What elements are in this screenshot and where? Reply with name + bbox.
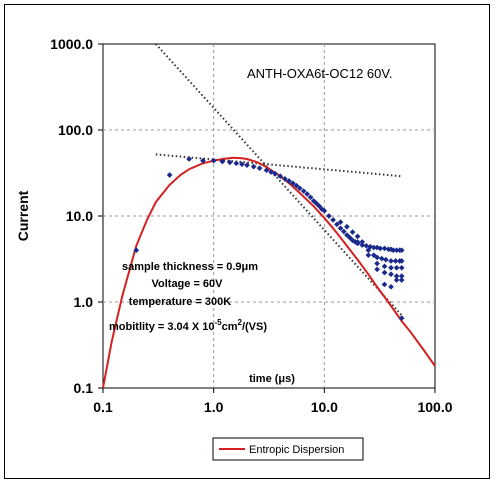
data-point [377,245,384,252]
data-point [390,247,397,254]
data-point [381,269,388,276]
legend-label-entropic-dispersion: Entropic Dispersion [249,444,344,456]
data-point [166,172,173,178]
data-point [340,228,347,235]
annotation-thickness: sample thickness = 0.9μm [122,261,258,273]
mobility-exp2: 2 [238,318,243,327]
guide-line [155,153,402,178]
data-point [304,191,310,197]
annotation-mobility: mobitlity = 3.04 X 10-5cm2/(VS) [109,318,267,333]
data-point [388,264,394,271]
data-point [398,247,405,254]
grid-lines [103,44,435,388]
data-point [244,162,250,168]
data-point [398,277,405,283]
y-tick-label: 1000.0 [50,36,93,52]
mobility-suffix: /(VS) [242,321,267,333]
y-tick-label: 100.0 [58,122,93,138]
y-tick-label: 0.1 [74,380,94,396]
data-point [293,182,300,189]
data-point [263,167,270,174]
x-tick-labels: 0.1 1.0 10.0 100.0 [93,388,453,415]
data-point [363,242,370,249]
data-point [210,157,217,164]
data-point [393,277,400,283]
data-point [393,264,400,271]
data-point [398,273,405,279]
chart-title: ANTH-OXA6t-OC12 60V. [247,66,392,81]
data-point [378,255,385,262]
data-point [334,221,340,228]
data-point [365,252,372,259]
data-point [374,266,380,273]
annotation-temperature: temperature = 300K [129,296,231,308]
y-tick-labels: 0.1 1.0 10.0 100.0 1000.0 [50,36,103,396]
x-tick-label: 1.0 [204,399,224,415]
data-point [398,315,405,321]
data-point [286,178,292,184]
data-point [381,281,388,288]
x-tick-label: 10.0 [311,399,338,415]
mobility-exp1: -5 [214,318,222,327]
fit-curve [102,156,436,389]
data-point [337,225,344,232]
y-tick-label: 1.0 [74,294,94,310]
x-axis-label: time (μs) [249,373,295,385]
data-point [393,273,400,279]
data-point [393,247,400,254]
data-point [354,239,361,245]
data-point [398,258,405,264]
data-point [354,233,361,240]
legend-box [212,437,364,461]
data-point [359,239,366,245]
data-point [365,247,372,254]
data-points [133,156,405,321]
data-point [300,188,307,194]
data-point [133,247,140,254]
annotation-voltage: Voltage = 60V [151,278,223,290]
data-point [250,163,257,170]
fit-line-entropic-dispersion [102,156,436,389]
legend: Entropic Dispersion [212,437,364,461]
data-point [272,170,279,177]
mobility-mid: cm [222,321,238,333]
guide-lines [155,43,403,316]
x-tick-label: 0.1 [93,399,113,415]
x-tick-label: 100.0 [417,399,452,415]
y-axis-label: Current [15,190,31,241]
data-point [383,256,389,263]
y-tick-label: 10.0 [66,208,93,224]
guide-line [155,43,403,316]
data-point [349,229,356,235]
mobility-prefix: mobitlity = 3.04 X 10 [109,321,214,333]
data-point [239,161,245,168]
data-point [398,264,405,271]
data-point [388,258,394,264]
data-point [337,219,344,225]
data-point [233,160,240,167]
data-point [388,284,394,290]
data-point [282,176,288,182]
